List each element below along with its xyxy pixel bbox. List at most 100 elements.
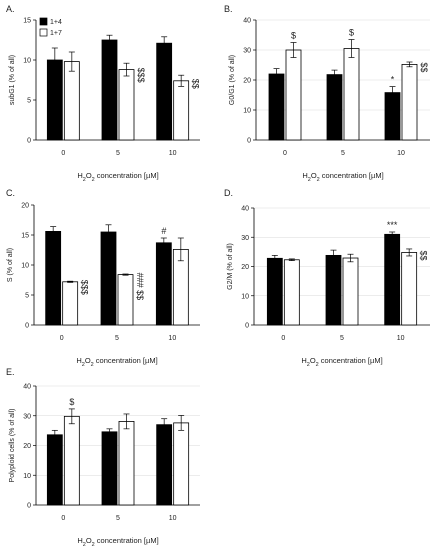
y-tick-label: 10 (21, 263, 29, 270)
significance-label: ### $$ (135, 273, 145, 301)
y-axis-label: G2/M (% of all) (227, 243, 234, 290)
chart-panel: C. 0 5 10 15 20 S (% of all) 0 $$$ 5 ### $$ 10 # H2O2… (6, 188, 200, 368)
bar-series-2 (117, 274, 134, 326)
x-axis-label: H2O2 concentration [µM] (77, 171, 158, 183)
bar-series-2 (63, 61, 80, 141)
legend: 1+4 1+7 (39, 17, 62, 37)
panel-label: D. (224, 188, 233, 198)
x-tick-label: 0 (283, 150, 287, 157)
y-tick-label: 0 (247, 138, 251, 145)
significance-label: # (161, 226, 166, 236)
significance-label: $ (69, 397, 74, 407)
bar-series-2 (118, 421, 135, 506)
y-tick-label: 30 (241, 235, 249, 242)
chart-panel: E. 0 10 20 30 40 Polyploid cells (% of all) 0 $5… (6, 367, 200, 548)
bar-series-2 (63, 415, 80, 506)
y-tick-label: 0 (27, 503, 31, 510)
x-tick-label: 0 (61, 515, 65, 522)
x-tick-label: 10 (397, 335, 405, 342)
bar-series-1 (266, 257, 283, 326)
bar-series-2 (173, 422, 190, 506)
y-tick-label: 15 (23, 18, 31, 25)
x-axis-label: H2O2 concentration [µM] (302, 171, 383, 183)
bar-series-2 (62, 281, 79, 326)
significance-label: $ (291, 31, 296, 41)
bar-series-1 (326, 74, 343, 141)
bar-series-2 (283, 259, 300, 326)
y-tick-label: 40 (23, 384, 31, 391)
x-tick-label: 5 (116, 515, 120, 522)
bar-series-1 (156, 424, 173, 506)
y-tick-label: 10 (243, 108, 251, 115)
chart-panel: D. 0 10 20 30 40 G2/M (% of all) 0 5 10 *** $$ H2O2 … (224, 188, 430, 368)
x-tick-label: 10 (168, 335, 176, 342)
x-tick-label: 10 (169, 515, 177, 522)
panel-label: B. (224, 4, 233, 14)
y-tick-label: 5 (27, 98, 31, 105)
x-tick-label: 5 (341, 150, 345, 157)
significance-label: $$ (191, 79, 201, 89)
y-axis-label: Polyploid cells (% of all) (9, 409, 16, 483)
chart-panel: A. 0 5 10 15 subG1 (% of all) 0 5 $$$ 10 $$ H2O2 co… (6, 4, 201, 183)
bar-series-1 (155, 242, 172, 326)
bar-series-1 (100, 231, 117, 326)
y-axis-label: S (% of all) (7, 248, 14, 282)
y-axis-label: subG1 (% of all) (9, 55, 16, 105)
panel-label: E. (6, 367, 15, 377)
significance-label: $ (349, 28, 354, 38)
significance-label: $$$ (80, 280, 90, 295)
y-tick-label: 0 (25, 323, 29, 330)
bar-series-2 (118, 69, 135, 141)
y-axis-label: G0/G1 (% of all) (229, 55, 236, 105)
x-tick-label: 0 (60, 335, 64, 342)
y-tick-label: 20 (241, 264, 249, 271)
y-tick-label: 20 (23, 443, 31, 450)
bar-series-2 (342, 257, 359, 326)
bar-series-1 (384, 233, 401, 326)
bar-series-1 (156, 42, 173, 141)
x-tick-label: 5 (115, 335, 119, 342)
bar-series-1 (325, 254, 342, 326)
y-tick-label: 30 (243, 48, 251, 55)
bar-series-1 (46, 434, 63, 506)
y-tick-label: 40 (241, 206, 249, 213)
x-tick-label: 5 (116, 150, 120, 157)
y-tick-label: 10 (23, 473, 31, 480)
legend-label: 1+4 (50, 19, 62, 26)
chart-panel: B. 0 10 20 30 40 G0/G1 (% of all) 0 $5 $10 * $$ H2O2… (224, 4, 430, 183)
y-tick-label: 20 (243, 78, 251, 85)
x-axis-label: H2O2 concentration [µM] (76, 356, 157, 368)
bar-series-1 (101, 431, 118, 506)
x-tick-label: 10 (169, 150, 177, 157)
bar-series-1 (45, 230, 62, 326)
x-tick-label: 0 (281, 335, 285, 342)
y-tick-label: 0 (245, 323, 249, 330)
bar-series-2 (343, 48, 360, 141)
significance-label: $$ (419, 62, 429, 72)
legend-swatch (39, 17, 48, 26)
significance-label: *** (387, 220, 398, 230)
bar-series-2 (173, 80, 190, 141)
y-tick-label: 40 (243, 18, 251, 25)
bar-series-2 (401, 64, 418, 141)
panel-label: A. (6, 4, 15, 14)
bar-series-1 (384, 92, 401, 141)
x-tick-label: 0 (61, 150, 65, 157)
bar-series-2 (285, 49, 302, 141)
y-tick-label: 5 (25, 293, 29, 300)
y-tick-label: 15 (21, 233, 29, 240)
panel-label: C. (6, 188, 15, 198)
y-tick-label: 20 (21, 203, 29, 210)
x-axis-label: H2O2 concentration [µM] (301, 356, 382, 368)
significance-label: * (391, 75, 395, 85)
significance-label: $$$ (136, 68, 146, 83)
y-tick-label: 30 (23, 413, 31, 420)
legend-label: 1+7 (50, 30, 62, 37)
y-tick-label: 10 (241, 293, 249, 300)
x-axis-label: H2O2 concentration [µM] (77, 536, 158, 548)
legend-swatch (39, 28, 48, 37)
y-tick-label: 0 (27, 138, 31, 145)
bar-series-2 (401, 252, 418, 326)
y-tick-label: 10 (23, 58, 31, 65)
